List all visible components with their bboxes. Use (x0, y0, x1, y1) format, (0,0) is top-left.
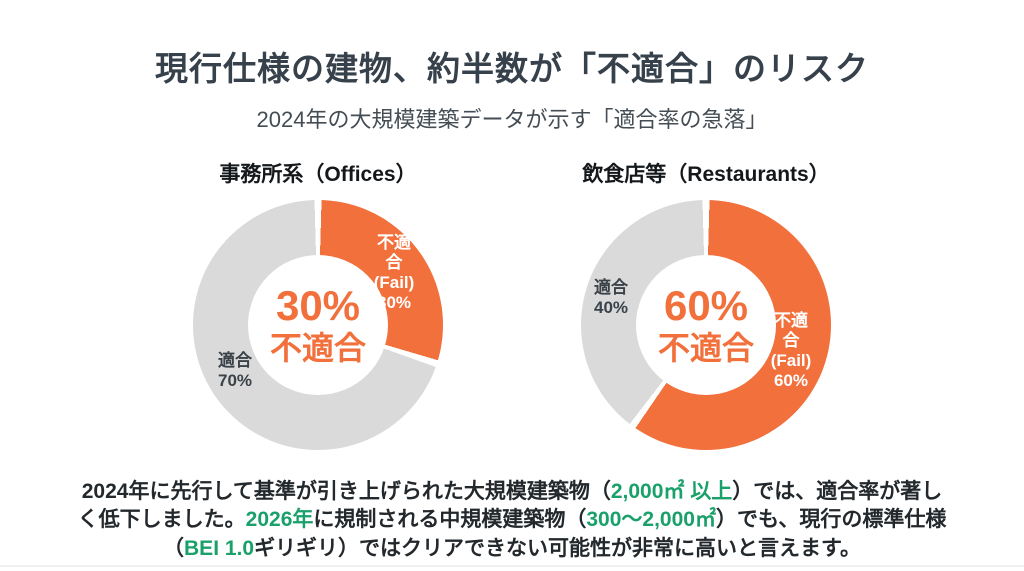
donut-hole-restaurants (636, 255, 776, 395)
fail-slice-label-offices: 不適合 (Fail) 30% (373, 232, 415, 313)
center-value-offices: 30% (275, 282, 361, 330)
donut-chart-restaurants: 60% 不適合 適合 40% 不適合 (Fail) 60% (581, 200, 831, 450)
charts-row: 事務所系（Offices） 30% 不適合 不適合 (Fail) 30% 適合 … (0, 158, 1024, 450)
fail-slice-label-restaurants: 不適合 (Fail) 60% (770, 310, 812, 391)
center-label-offices: 不適合 (269, 330, 367, 367)
bottom-divider (0, 565, 1024, 567)
footnote-text: に規制される中規模建築物（ (313, 508, 587, 532)
chart-title-restaurants: 飲食店等（Restaurants） (582, 163, 830, 186)
donut-center-text-offices: 30% 不適合 (270, 284, 366, 366)
footnote-highlight: 2026年 (245, 508, 314, 532)
footnote-highlight: 300〜2,000㎡ (586, 508, 716, 532)
footnote-highlight: 2,000㎡ 以上 (610, 480, 733, 503)
chart-title-offices: 事務所系（Offices） (219, 163, 417, 186)
footnote: 2024年に先行して基準が引き上げられた大規模建築物（2,000㎡ 以上）では、… (72, 478, 952, 563)
footnote-text: ）でも、現行の標準仕様（ (163, 508, 947, 560)
page-subtitle: 2024年の大規模建築データが示す「適合率の急落」 (256, 107, 768, 132)
footnote-text: ）では、適合率が著しく低下しました。 (77, 480, 943, 532)
footnote-text: ギリギリ）ではクリアできない可能性が非常に高いと言えます。 (254, 536, 861, 560)
page-title: 現行仕様の建物、約半数が「不適合」のリスク (155, 50, 869, 87)
chart-offices: 事務所系（Offices） 30% 不適合 不適合 (Fail) 30% 適合 … (153, 158, 483, 450)
chart-restaurants: 飲食店等（Restaurants） 60% 不適合 適合 40% 不適合 (Fa… (541, 158, 871, 450)
center-value-restaurants: 60% (663, 282, 749, 330)
donut-chart-offices: 30% 不適合 不適合 (Fail) 30% 適合 70% (193, 200, 443, 450)
pass-slice-label-restaurants: 適合 40% (593, 277, 629, 317)
footnote-highlight: BEI 1.0 (184, 536, 255, 560)
donut-hole-offices (248, 255, 388, 395)
footnote-text: 2024年に先行して基準が引き上げられた大規模建築物（ (81, 480, 611, 503)
pass-slice-label-offices: 適合 70% (217, 350, 253, 390)
donut-center-text-restaurants: 60% 不適合 (658, 284, 754, 366)
center-label-restaurants: 不適合 (657, 330, 755, 367)
